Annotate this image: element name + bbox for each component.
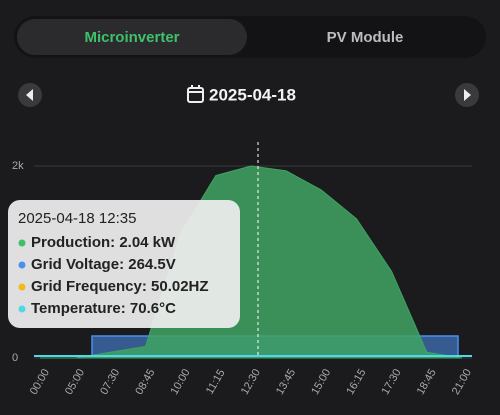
legend-dot — [18, 305, 26, 313]
legend-dot — [18, 261, 26, 269]
tab-label[interactable]: Microinverter — [84, 29, 179, 46]
tooltip-item: Temperature: 70.6°C — [31, 300, 176, 317]
date-label[interactable]: 2025-04-18 — [209, 85, 296, 104]
tooltip-item: Production: 2.04 kW — [31, 234, 176, 251]
tab-active[interactable] — [17, 19, 247, 55]
tooltip-item: Grid Frequency: 50.02HZ — [31, 278, 209, 295]
legend-dot — [18, 283, 26, 291]
tooltip: 2025-04-18 12:35 Production: 2.04 kW Grid … — [8, 200, 240, 328]
tooltip-box — [8, 200, 240, 328]
tooltip-item: Grid Voltage: 264.5V — [31, 256, 176, 273]
area — [40, 165, 463, 359]
calendar-icon — [187, 85, 204, 103]
tooltip-title: 2025-04-18 12:35 — [18, 210, 136, 227]
y-tick-label: 2k — [12, 160, 24, 172]
legend-dot — [18, 239, 26, 247]
next-icon — [464, 89, 471, 101]
tab-label[interactable]: PV Module — [327, 29, 404, 46]
prev-icon — [26, 89, 33, 101]
y-tick-label: 0 — [12, 352, 18, 364]
